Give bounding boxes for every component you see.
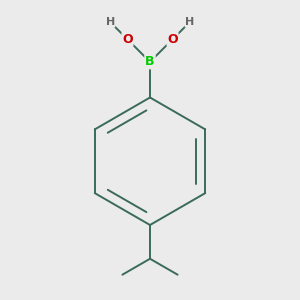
- Text: O: O: [167, 33, 178, 46]
- Text: O: O: [122, 33, 133, 46]
- Text: B: B: [145, 56, 155, 68]
- Text: H: H: [106, 17, 115, 27]
- Text: H: H: [185, 17, 194, 27]
